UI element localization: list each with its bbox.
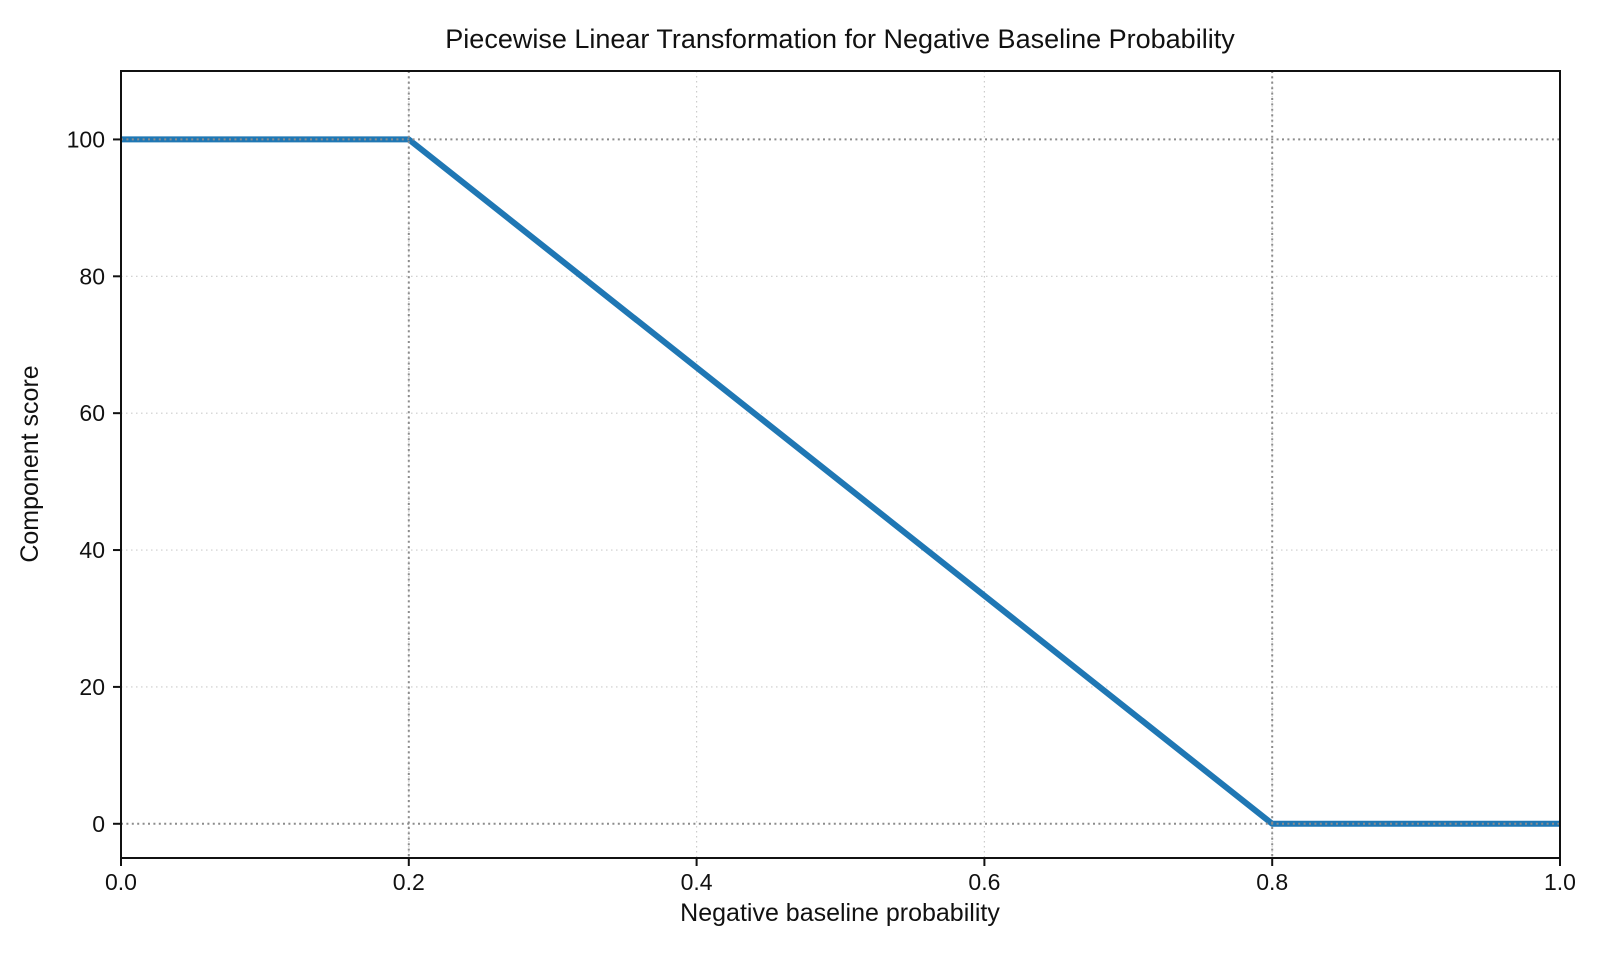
y-tick-label: 20 — [79, 674, 105, 700]
axes-layer: 0.0 0.2 0.4 0.6 0.8 1.0 0 20 40 60 80 100 — [67, 70, 1576, 895]
grid-layer — [121, 71, 1560, 858]
x-tick-label: 0.8 — [1256, 869, 1288, 895]
series-layer — [121, 136, 1560, 827]
plot-border — [120, 70, 1561, 859]
y-tick-label: 100 — [67, 126, 105, 152]
y-tick-label: 80 — [79, 263, 105, 289]
y-tick-label: 40 — [79, 537, 105, 563]
x-tick-label: 1.0 — [1544, 869, 1576, 895]
data-line — [121, 136, 1560, 827]
reference-line-layer — [121, 71, 1560, 858]
x-tick-label: 0.6 — [968, 869, 1000, 895]
x-axis-label: Negative baseline probability — [680, 899, 1000, 927]
chart-title: Piecewise Linear Transformation for Nega… — [445, 24, 1235, 54]
y-axis-label: Component score — [16, 365, 44, 562]
x-tick-label: 0.0 — [105, 869, 137, 895]
y-tick-label: 0 — [92, 811, 105, 837]
y-tick-label: 60 — [79, 400, 105, 426]
x-tick-label: 0.2 — [393, 869, 425, 895]
x-tick-label: 0.4 — [681, 869, 713, 895]
